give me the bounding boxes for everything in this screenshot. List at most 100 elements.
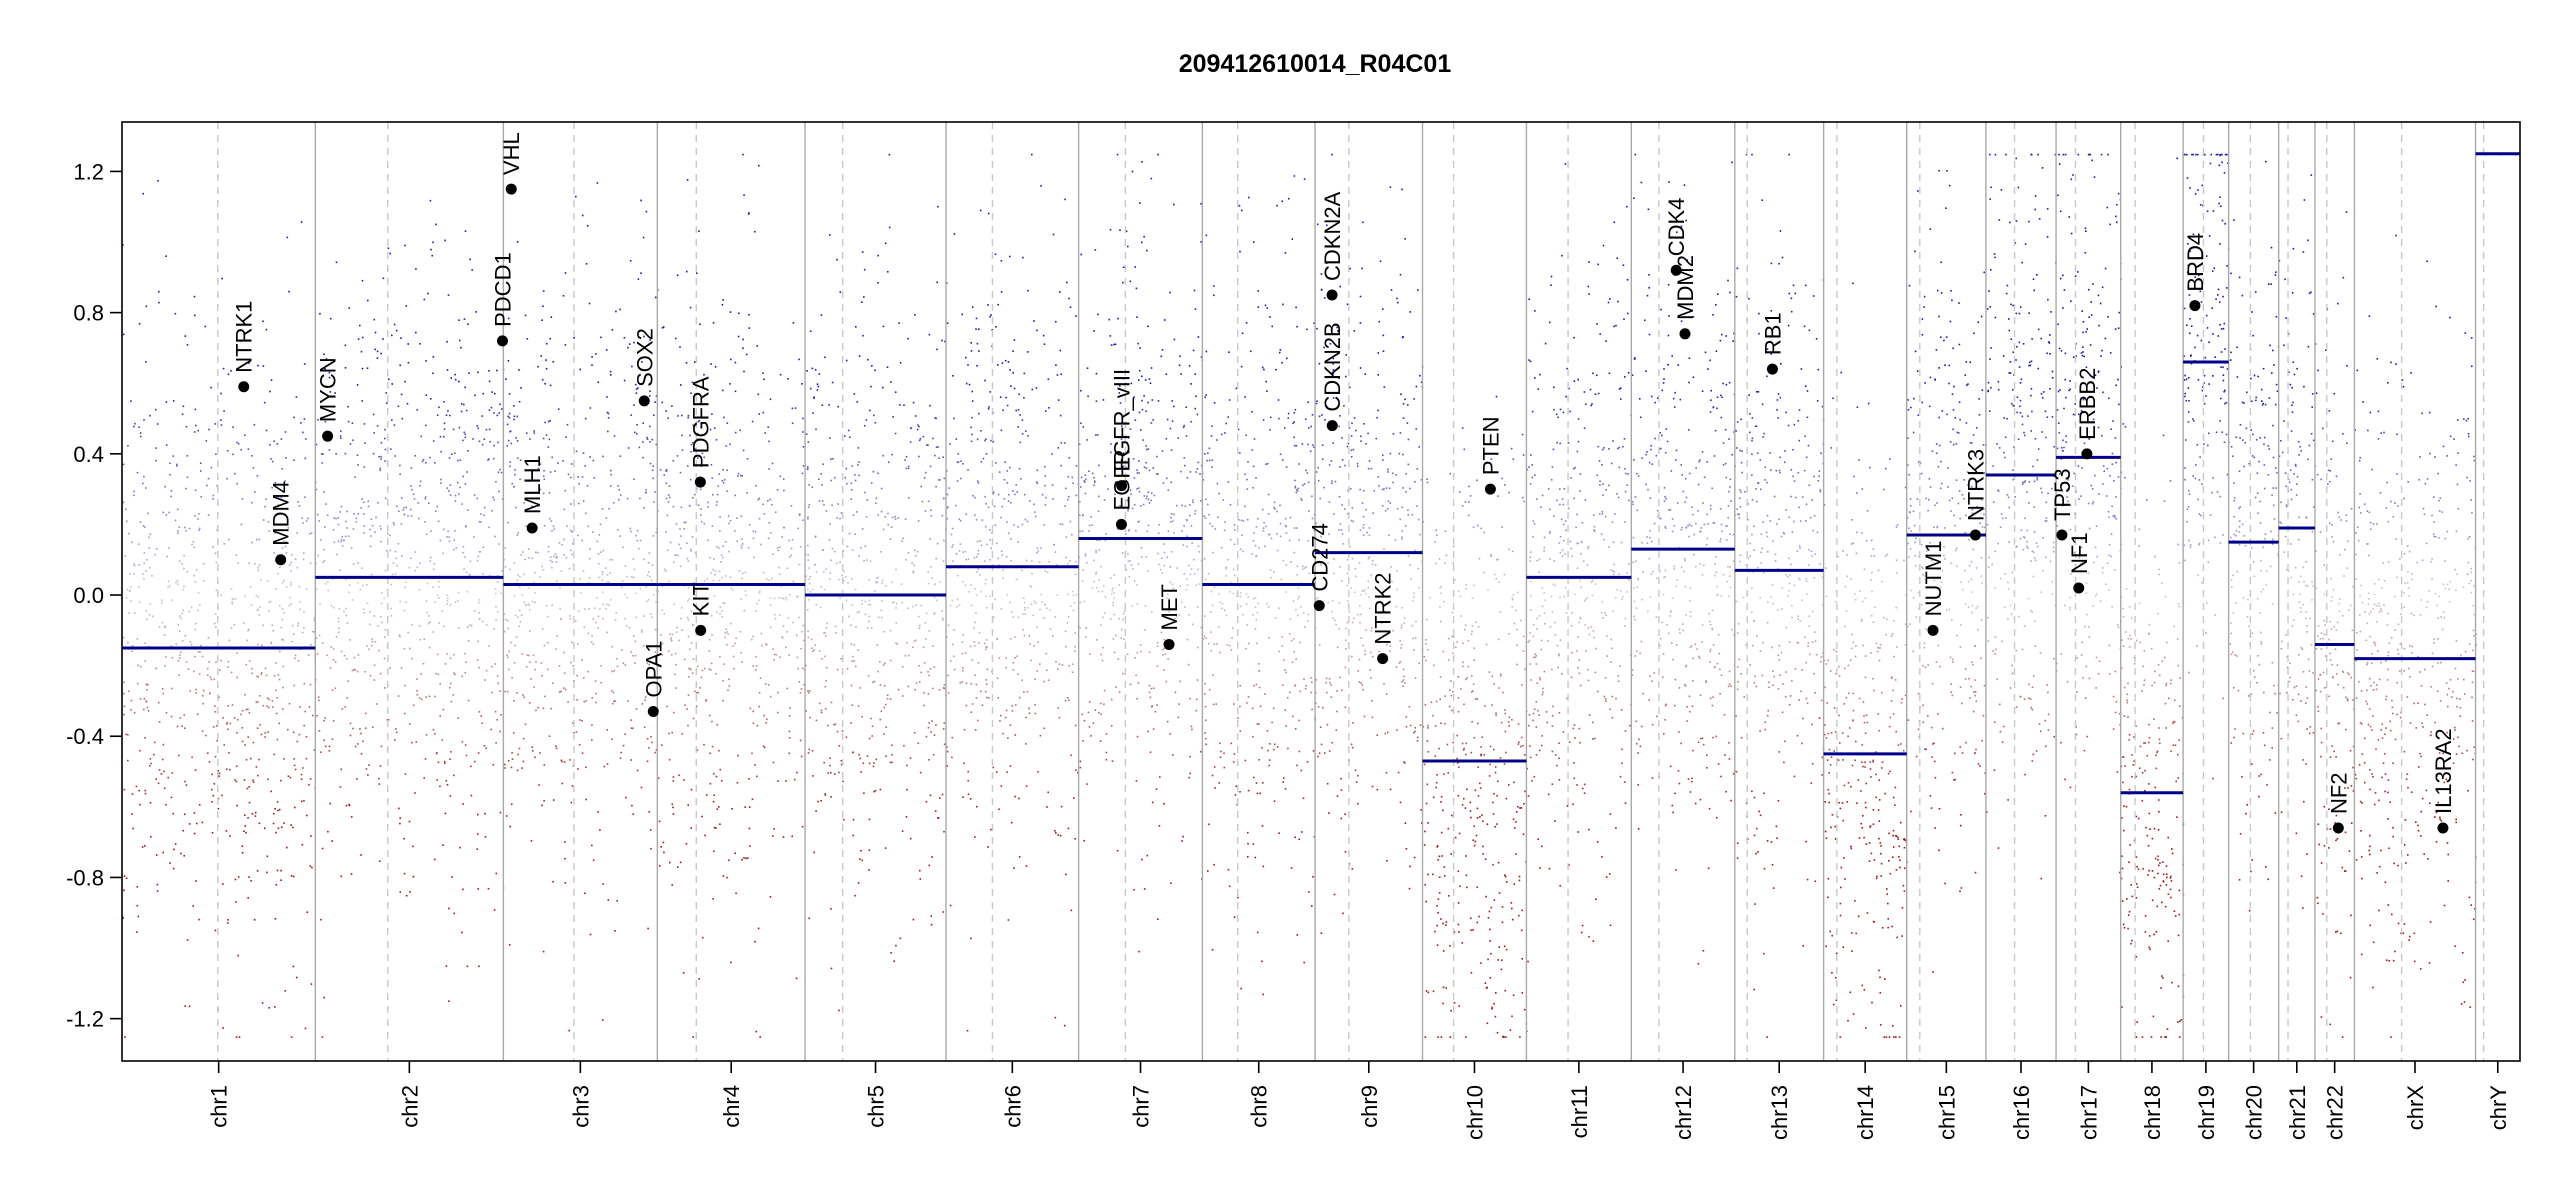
probe-point: [290, 603, 292, 605]
probe-point: [431, 254, 433, 257]
probe-point: [857, 705, 860, 707]
probe-point: [341, 535, 343, 538]
probe-point: [748, 327, 751, 329]
probe-point: [971, 306, 974, 308]
probe-point: [986, 668, 989, 671]
probe-point: [661, 642, 664, 645]
probe-point: [437, 761, 440, 764]
probe-point: [360, 854, 362, 856]
probe-point: [699, 323, 701, 326]
probe-point: [1163, 669, 1165, 671]
probe-point: [393, 523, 396, 526]
probe-point: [866, 499, 869, 501]
probe-point: [403, 507, 405, 509]
probe-point: [245, 831, 247, 834]
probe-point: [1142, 439, 1144, 441]
probe-point: [457, 459, 459, 462]
probe-point: [1354, 769, 1357, 772]
probe-point: [201, 730, 204, 732]
probe-point: [465, 525, 467, 527]
probe-point: [408, 566, 411, 569]
probe-point: [253, 919, 256, 921]
probe-point: [257, 609, 259, 611]
probe-point: [258, 538, 261, 541]
probe-point: [928, 333, 931, 336]
probe-point: [1141, 241, 1143, 244]
probe-point: [172, 400, 175, 402]
probe-point: [217, 807, 220, 810]
probe-point: [1311, 414, 1314, 416]
probe-point: [363, 423, 366, 425]
probe-point: [936, 281, 938, 284]
probe-point: [1017, 426, 1019, 428]
probe-point: [294, 806, 296, 809]
probe-point: [1128, 529, 1130, 531]
probe-point: [1351, 507, 1354, 509]
probe-point: [378, 456, 380, 458]
probe-point: [254, 563, 256, 565]
probe-point: [763, 378, 765, 381]
probe-point: [1012, 350, 1014, 352]
probe-point: [781, 597, 783, 599]
probe-point: [150, 836, 152, 838]
probe-point: [413, 498, 416, 500]
probe-point: [740, 547, 743, 549]
probe-point: [1349, 267, 1351, 270]
probe-point: [799, 546, 802, 548]
probe-point: [419, 480, 422, 483]
probe-point: [1223, 752, 1225, 755]
probe-point: [721, 616, 723, 618]
probe-point: [1140, 556, 1143, 558]
probe-point: [362, 740, 364, 743]
probe-point: [1279, 535, 1282, 538]
probe-point: [122, 333, 125, 336]
probe-point: [1133, 889, 1135, 891]
probe-point: [680, 606, 683, 609]
probe-point: [1377, 374, 1379, 376]
probe-point: [1026, 690, 1029, 693]
probe-point: [243, 830, 245, 832]
probe-point: [1418, 446, 1420, 448]
probe-point: [492, 457, 495, 460]
probe-point: [670, 637, 673, 639]
probe-point: [445, 965, 448, 967]
probe-point: [1005, 666, 1007, 669]
probe-point: [152, 615, 154, 618]
probe-point: [1144, 379, 1147, 381]
probe-point: [1261, 508, 1264, 511]
probe-point: [1266, 390, 1268, 392]
probe-point: [1114, 481, 1117, 484]
probe-point: [660, 744, 663, 746]
probe-point: [561, 760, 563, 763]
probe-point: [1259, 705, 1262, 708]
probe-point: [1126, 653, 1129, 655]
probe-point: [476, 559, 479, 562]
probe-point: [752, 722, 755, 725]
probe-point: [359, 588, 362, 591]
probe-point: [883, 630, 886, 633]
probe-point: [541, 565, 543, 568]
probe-point: [1002, 569, 1004, 571]
probe-point: [538, 784, 540, 786]
probe-point: [971, 433, 973, 436]
probe-point: [694, 590, 696, 593]
probe-point: [650, 847, 652, 850]
probe-point: [446, 603, 448, 605]
probe-point: [877, 670, 879, 673]
probe-point: [686, 542, 688, 544]
probe-point: [1203, 635, 1206, 638]
probe-point: [418, 625, 421, 627]
probe-point: [353, 513, 355, 515]
probe-point: [675, 687, 677, 689]
probe-point: [1330, 696, 1333, 698]
probe-point: [513, 562, 516, 564]
probe-point: [144, 845, 146, 847]
probe-point: [1009, 466, 1011, 469]
probe-point: [1119, 505, 1121, 507]
probe-point: [1097, 510, 1100, 513]
probe-point: [962, 580, 964, 583]
probe-point: [913, 564, 915, 567]
probe-point: [1093, 559, 1095, 562]
probe-point: [248, 801, 251, 804]
probe-point: [1059, 834, 1062, 837]
